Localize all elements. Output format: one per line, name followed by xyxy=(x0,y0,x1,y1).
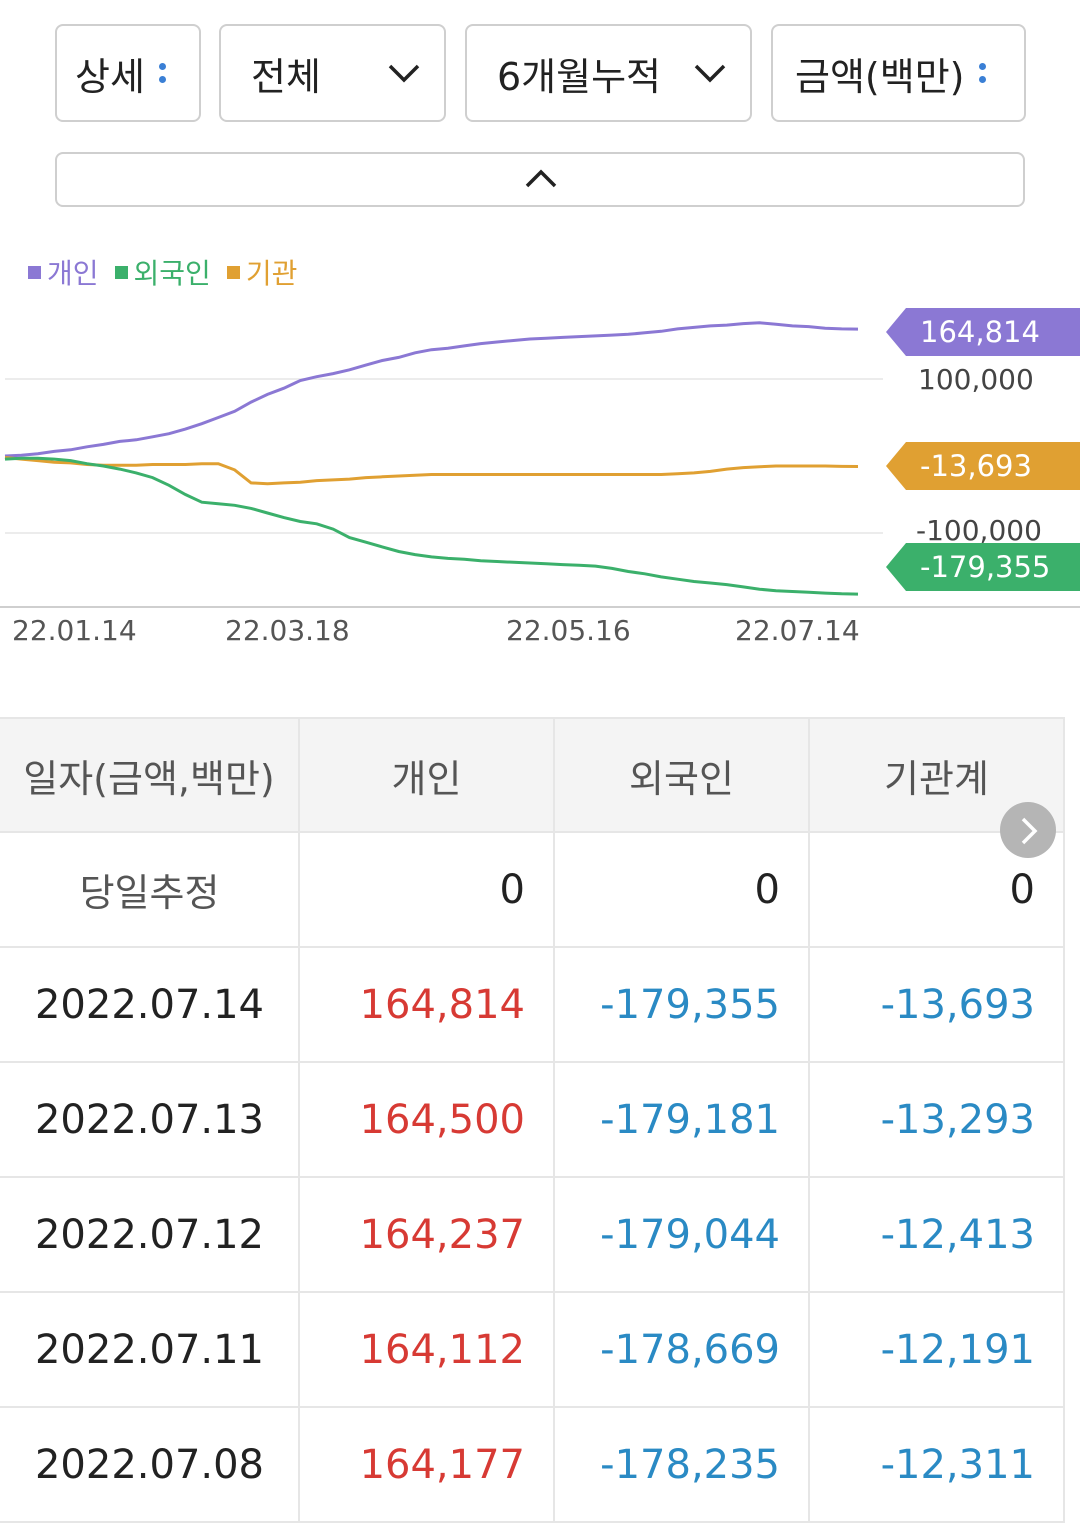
cell-institution: -13,293 xyxy=(809,1062,1065,1178)
cell-date: 2022.07.08 xyxy=(0,1407,300,1523)
cell-foreign: -178,235 xyxy=(554,1407,810,1523)
legend-item-foreign: 외국인 xyxy=(114,252,211,292)
more-vertical-icon xyxy=(158,60,166,86)
table-row: 2022.07.13 164,500 -179,181 -13,293 xyxy=(0,1062,1065,1178)
legend-item-institution: 기관 xyxy=(226,252,298,292)
table-header-row: 일자(금액,백만) 개인 외국인 기관계 xyxy=(0,717,1065,833)
more-vertical-icon xyxy=(978,60,986,86)
cell-date: 2022.07.12 xyxy=(0,1177,300,1293)
cell-institution: -12,191 xyxy=(809,1292,1065,1408)
chevron-right-icon xyxy=(1021,817,1038,845)
chart-legend: 개인 외국인 기관 xyxy=(28,252,297,292)
cell-institution: -12,413 xyxy=(809,1177,1065,1293)
series-line-institution xyxy=(4,456,859,486)
table-row: 2022.07.11 164,112 -178,669 -12,191 xyxy=(0,1292,1065,1408)
cell-foreign: -179,355 xyxy=(554,947,810,1063)
legend-label: 외국인 xyxy=(133,257,211,290)
cell-personal: 164,112 xyxy=(299,1292,555,1408)
estimate-label: 당일추정 xyxy=(0,832,300,948)
legend-swatch xyxy=(226,265,240,279)
cell-personal: 0 xyxy=(299,832,555,948)
detail-select[interactable]: 상세 xyxy=(55,24,201,122)
cell-foreign: 0 xyxy=(554,832,810,948)
legend-label: 기관 xyxy=(245,257,298,290)
x-tick-label: 22.05.16 xyxy=(506,614,631,647)
chevron-down-icon xyxy=(694,64,726,83)
legend-item-personal: 개인 xyxy=(28,252,99,292)
cell-date: 2022.07.11 xyxy=(0,1292,300,1408)
legend-swatch xyxy=(28,265,41,279)
header-date: 일자(금액,백만) xyxy=(0,717,300,833)
cell-personal: 164,237 xyxy=(299,1177,555,1293)
scroll-right-button[interactable] xyxy=(1000,802,1056,858)
cell-institution: -12,311 xyxy=(809,1407,1065,1523)
chevron-up-icon xyxy=(525,169,557,188)
scope-select[interactable]: 전체 xyxy=(219,24,446,122)
cell-date: 2022.07.13 xyxy=(0,1062,300,1178)
table-row: 2022.07.12 164,237 -179,044 -12,413 xyxy=(0,1177,1065,1293)
x-tick-label: 22.01.14 xyxy=(12,614,137,647)
x-tick-label: 22.03.18 xyxy=(225,614,350,647)
cell-foreign: -179,181 xyxy=(554,1062,810,1178)
y-tick-label: 100,000 xyxy=(918,363,1034,396)
cell-personal: 164,814 xyxy=(299,947,555,1063)
unit-select[interactable]: 금액(백만) xyxy=(771,24,1026,122)
header-foreign: 외국인 xyxy=(554,717,810,833)
scope-select-label: 전체 xyxy=(251,54,321,99)
cell-personal: 164,500 xyxy=(299,1062,555,1178)
investor-table: 일자(금액,백만) 개인 외국인 기관계 당일추정 0 0 0 2022.07.… xyxy=(0,717,1065,1523)
last-value-tag-institution: -13,693 xyxy=(886,442,1080,490)
unit-select-label: 금액(백만) xyxy=(795,54,965,99)
period-select[interactable]: 6개월누적 xyxy=(465,24,752,122)
legend-label: 개인 xyxy=(47,257,99,290)
period-select-label: 6개월누적 xyxy=(497,54,662,99)
cell-foreign: -178,669 xyxy=(554,1292,810,1408)
cell-institution: -13,693 xyxy=(809,947,1065,1063)
x-tick-label: 22.07.14 xyxy=(735,614,860,647)
last-value-tag-foreign: -179,355 xyxy=(886,543,1080,591)
cell-foreign: -179,044 xyxy=(554,1177,810,1293)
cell-personal: 164,177 xyxy=(299,1407,555,1523)
series-line-foreign xyxy=(4,456,859,596)
chevron-down-icon xyxy=(388,64,420,83)
cell-date: 2022.07.14 xyxy=(0,947,300,1063)
table-row: 2022.07.14 164,814 -179,355 -13,693 xyxy=(0,947,1065,1063)
legend-swatch xyxy=(114,265,128,279)
header-personal: 개인 xyxy=(299,717,555,833)
detail-select-label: 상세 xyxy=(75,54,145,99)
last-value-tag-personal: 164,814 xyxy=(886,308,1080,356)
y-tick-label: -100,000 xyxy=(916,514,1042,547)
series-line-personal xyxy=(4,321,859,458)
collapse-chart-button[interactable] xyxy=(55,152,1025,207)
table-row: 2022.07.08 164,177 -178,235 -12,311 xyxy=(0,1407,1065,1523)
investor-trend-chart xyxy=(0,321,1080,608)
table-row-estimate: 당일추정 0 0 0 xyxy=(0,832,1065,948)
